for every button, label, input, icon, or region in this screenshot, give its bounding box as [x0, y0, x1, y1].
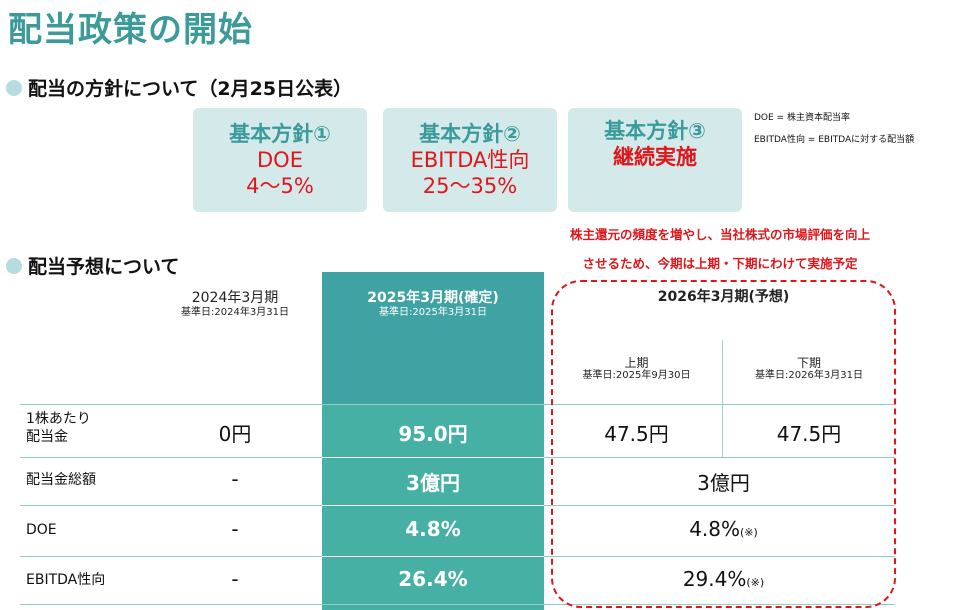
announcement-line-2: させるため、今期は上期・下期にわけて実施予定: [582, 256, 858, 271]
doe-definition-note: DOE = 株主資本配当率: [754, 113, 850, 123]
forecast-heading-text: 配当予想について: [28, 256, 180, 278]
fy2025-total-dividend: 3億円: [406, 471, 460, 495]
fy2026-doe-note-mark: (※): [740, 526, 758, 539]
circle-bullet-icon: [6, 79, 22, 96]
policy-box-3-head: 基本方針③: [604, 119, 706, 143]
fy2026-h1-label: 上期: [624, 356, 649, 370]
ebitda-definition-note: EBITDA性向 = EBITDAに対する配当額: [754, 135, 915, 145]
fy2026-ebitda-note-mark: (※): [746, 576, 765, 589]
fy2024-label: 2024年3月期: [191, 290, 279, 306]
policy-box-1-line1: DOE: [257, 147, 303, 172]
fy2026-ebitda-payout: 29.4%(※): [551, 567, 896, 591]
fy2024-base-date: 基準日:2024年3月31日: [181, 306, 289, 318]
fy2025-column-body: [322, 404, 544, 610]
fy2025-label: 2025年3月期(確定): [367, 290, 499, 306]
fy2026-doe: 4.8%(※): [551, 517, 896, 541]
fy2025-base-date: 基準日:2025年3月31日: [379, 306, 487, 318]
half-year-divider: [722, 340, 723, 457]
policy-box-2: 基本方針② EBITDA性向 25〜35%: [383, 108, 557, 212]
fy2024-total-dividend: -: [231, 467, 239, 491]
policy-section-heading: 配当の方針について（2月25日公表）: [6, 74, 352, 101]
fy2026-dashed-highlight: [551, 280, 896, 608]
fy2026-h1-dividend-per-share: 47.5円: [604, 422, 669, 446]
policy-box-1-line2: 4〜5%: [246, 174, 314, 199]
table-divider: [20, 404, 895, 405]
fy2024-header: 2024年3月期 基準日:2024年3月31日: [145, 290, 325, 319]
fy2026-h2-base-date: 基準日:2026年3月31日: [755, 370, 863, 382]
policy-box-2-line2: 25〜35%: [422, 174, 518, 199]
table-divider: [322, 505, 544, 506]
fy2026-label: 2026年3月期(予想): [657, 289, 790, 305]
fy2024-ebitda-payout: -: [231, 567, 239, 591]
policy-box-2-line1: EBITDA性向: [410, 147, 530, 172]
table-divider: [20, 604, 895, 605]
row-label-total-dividend: 配当金総額: [26, 472, 96, 488]
fy2026-h2-label: 下期: [796, 356, 821, 370]
table-divider: [322, 457, 544, 458]
fy2025-ebitda-payout: 26.4%: [398, 567, 468, 591]
policy-box-3-line1: 継続実施: [613, 145, 697, 170]
row-label-doe: DOE: [26, 522, 57, 538]
policy-box-3: 基本方針③ 継続実施: [568, 108, 742, 212]
policy-box-1-head: 基本方針①: [229, 121, 331, 146]
row-label-ebitda-payout: EBITDA性向: [26, 572, 106, 588]
fy2025-dividend-per-share: 95.0円: [398, 422, 468, 446]
fy2025-header: 2025年3月期(確定) 基準日:2025年3月31日: [322, 290, 544, 319]
policy-box-1: 基本方針① DOE 4〜5%: [193, 108, 367, 212]
fy2026-h1-base-date: 基準日:2025年9月30日: [582, 370, 691, 382]
circle-bullet-icon: [6, 257, 22, 274]
fy2024-doe: -: [231, 517, 239, 541]
row-label-line1: 1株あたり: [26, 411, 91, 427]
row-label-line2: 配当金: [26, 428, 68, 445]
fy2026-doe-value: 4.8%: [689, 517, 740, 541]
fy2026-ebitda-payout-value: 29.4%: [682, 567, 747, 591]
policy-box-2-head: 基本方針②: [419, 121, 521, 146]
policy-heading-text: 配当の方針について（2月25日公表）: [28, 78, 353, 100]
table-divider: [322, 556, 544, 557]
fy2026-header: 2026年3月期(予想): [551, 289, 896, 306]
fy2024-dividend-per-share: 0円: [218, 422, 252, 446]
fy2026-h2-header: 下期 基準日:2026年3月31日: [722, 356, 896, 382]
forecast-section-heading: 配当予想について: [6, 252, 179, 279]
fy2026-h1-header: 上期 基準日:2025年9月30日: [551, 356, 722, 382]
row-label-dividend-per-share: 1株あたり 配当金: [26, 411, 91, 446]
fy2026-total-dividend: 3億円: [697, 471, 750, 495]
fy2026-h2-dividend-per-share: 47.5円: [776, 422, 842, 446]
page-title: 配当政策の開始: [8, 10, 253, 50]
fy2025-doe: 4.8%: [405, 517, 461, 541]
announcement-line-1: 株主還元の頻度を増やし、当社株式の市場評価を向上: [569, 227, 870, 242]
